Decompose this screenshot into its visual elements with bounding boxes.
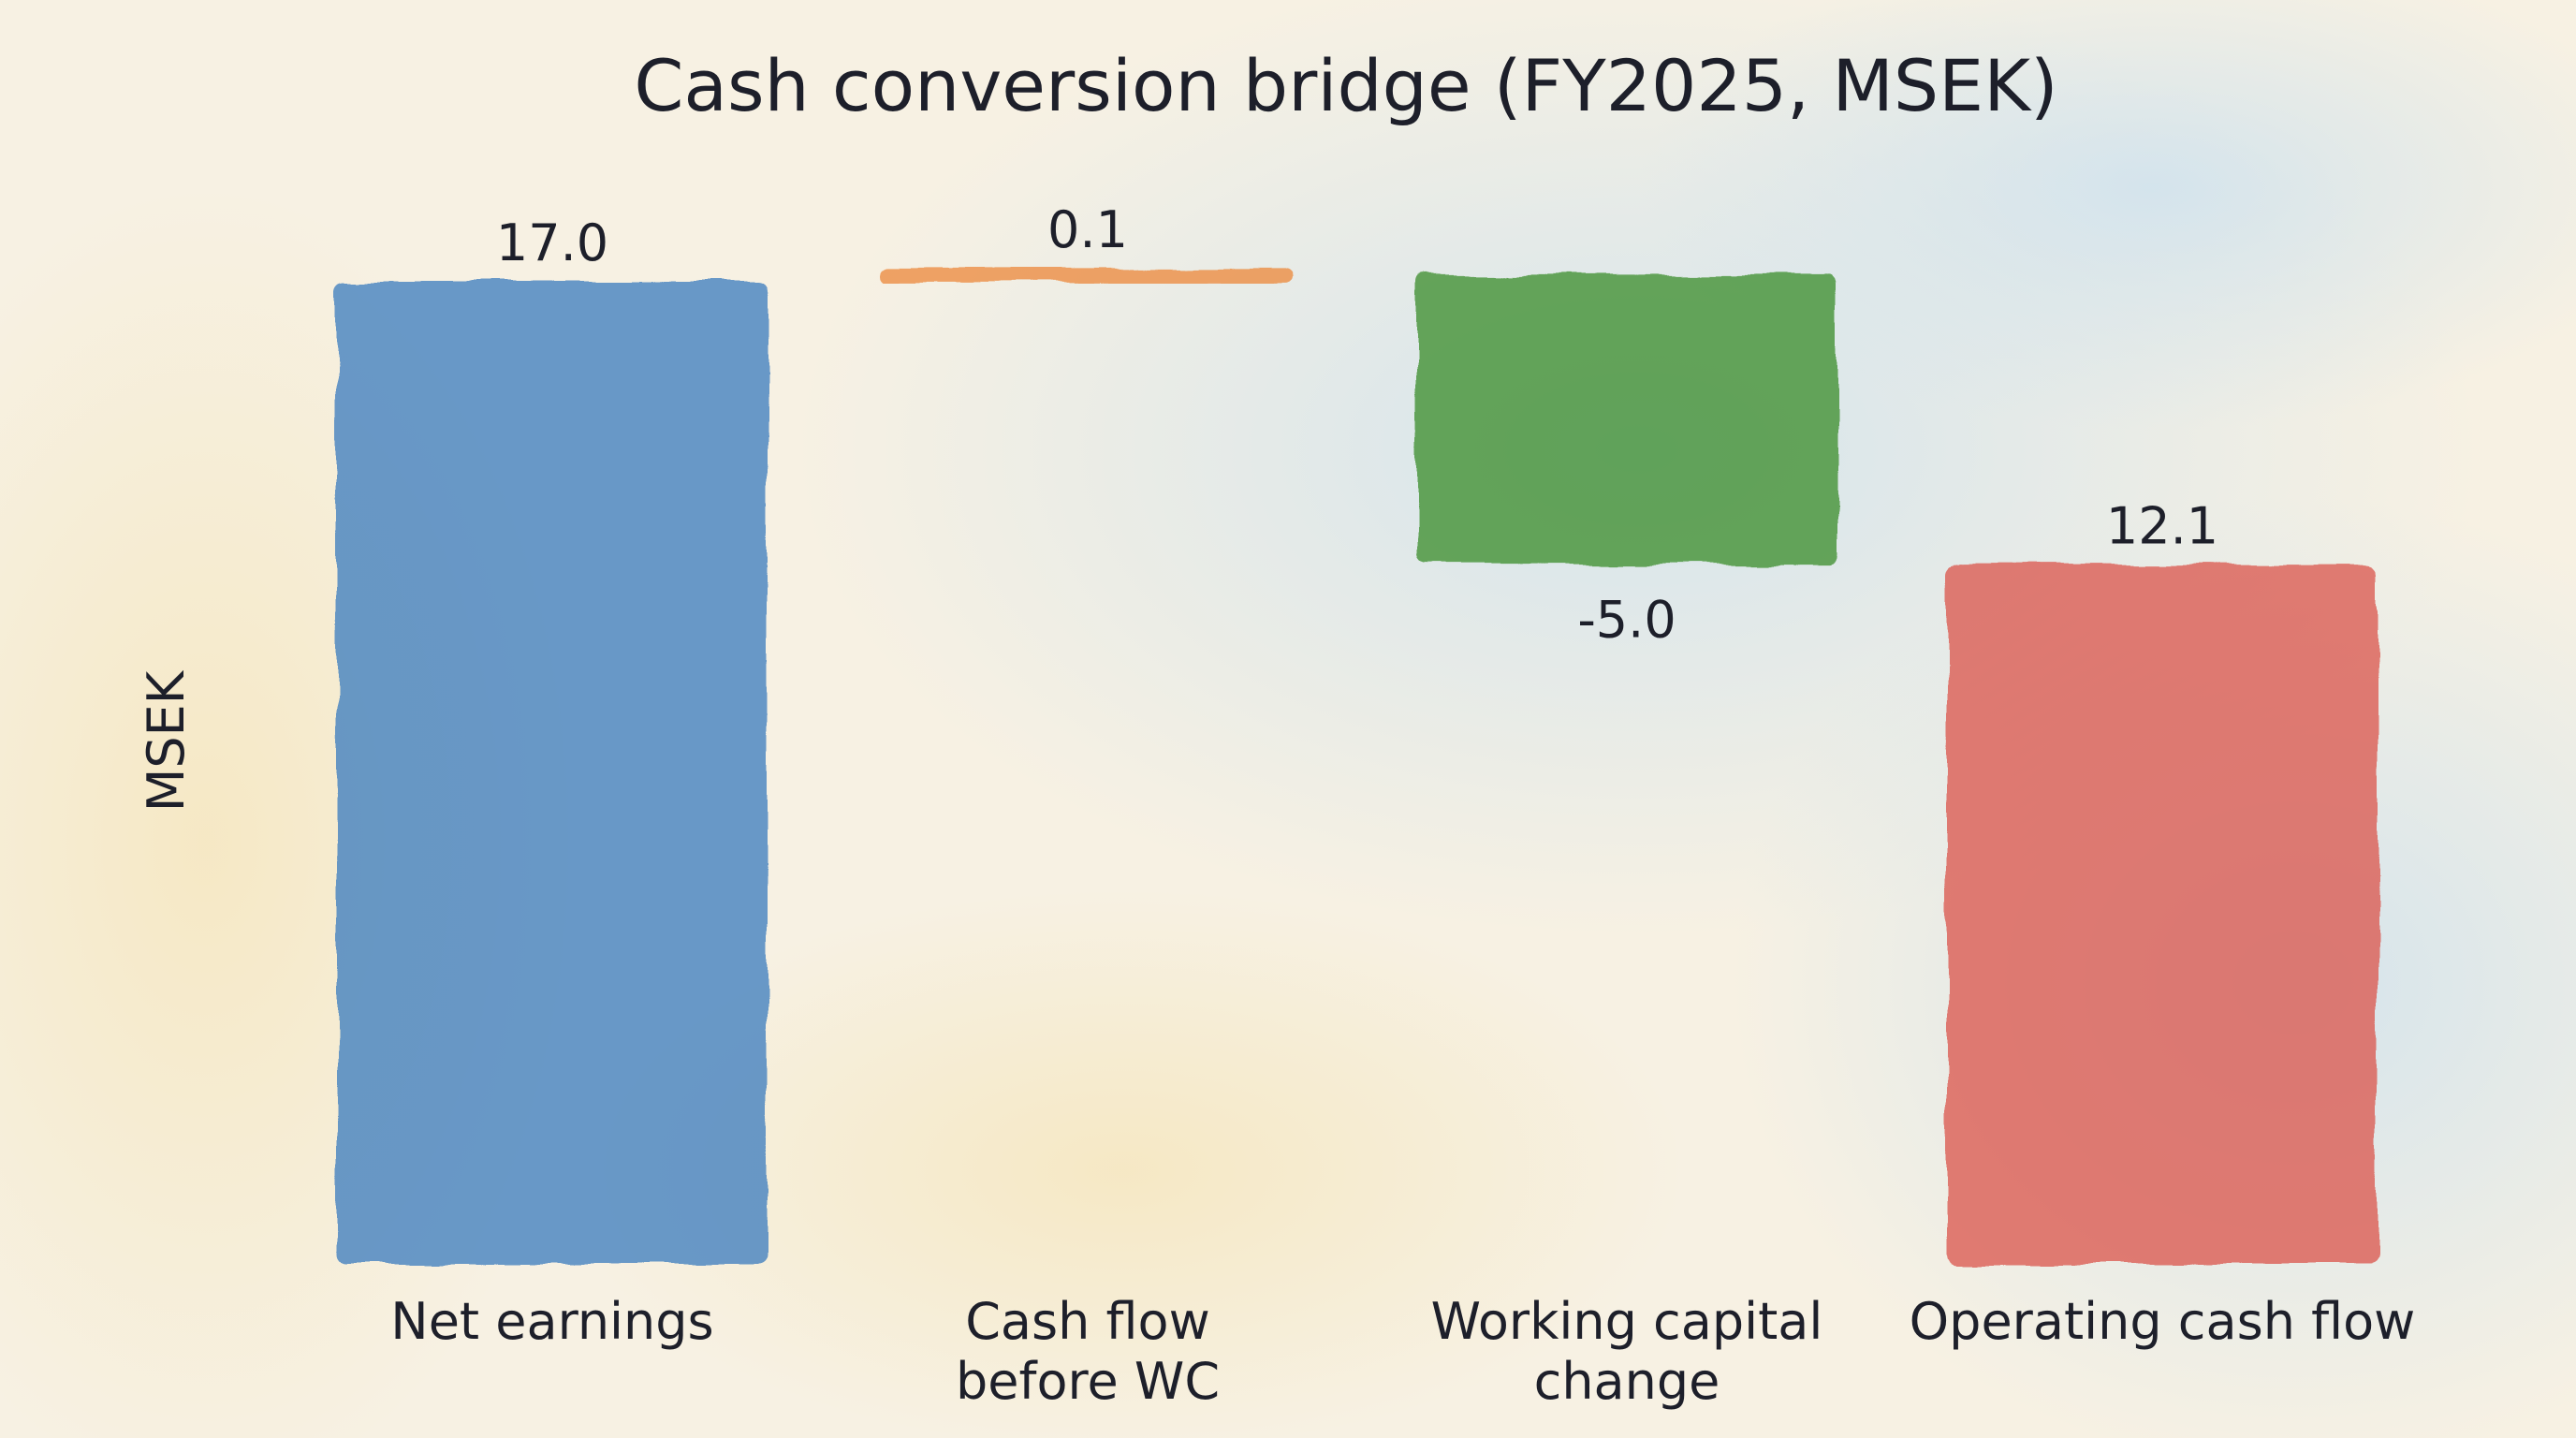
value-labels-group: 17.0 0.1 -5.0 12.1 [496,200,2218,650]
category-labels-group: Net earnings Cash flow before WC Working ca… [390,1292,2415,1411]
category-label-2: Working capital change [1431,1292,1823,1411]
value-label-0: 17.0 [496,213,608,272]
bar-0 [337,281,768,1264]
bar-2 [1416,274,1837,565]
value-label-2: -5.0 [1577,591,1676,650]
chart-title: Cash conversion bridge (FY2025, MSEK) [634,44,2057,127]
y-axis-label: MSEK [137,669,196,812]
bar-3 [1947,564,2378,1264]
value-label-1: 0.1 [1047,200,1128,259]
category-label-line: before WC [956,1352,1220,1411]
value-label-3: 12.1 [2106,497,2218,556]
bar-1 [882,267,1294,283]
category-label-line: change [1534,1352,1720,1411]
bars-group [337,267,2378,1264]
category-label-line: Cash flow [965,1292,1210,1351]
category-label-line: Net earnings [390,1292,713,1351]
category-label-line: Operating cash flow [1910,1292,2416,1351]
category-label-1: Cash flow before WC [956,1292,1220,1411]
category-label-3: Operating cash flow [1910,1292,2416,1351]
category-label-0: Net earnings [390,1292,713,1351]
category-label-line: Working capital [1431,1292,1823,1351]
